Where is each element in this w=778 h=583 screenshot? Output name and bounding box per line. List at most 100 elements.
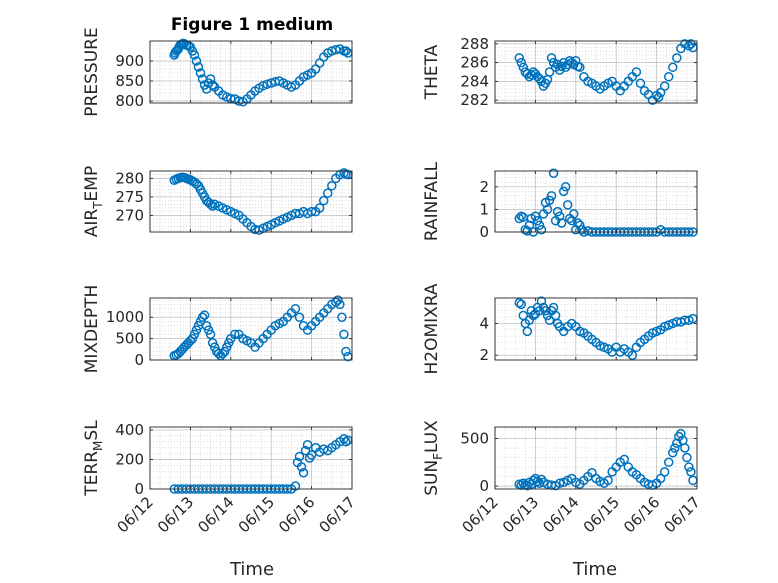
axes-box [494,297,698,361]
subplot-rainfall: 0 1 2 RAINFALL [422,161,698,241]
axes-box [494,426,698,490]
data-point [668,448,678,458]
y-tick-label: 200 [115,450,144,468]
x-tick-label: 06/12 [114,493,157,536]
data-point [532,215,543,226]
y-axis-label: MIXDEPTH [82,285,102,374]
x-tick-label: 06/12 [459,493,502,536]
data-point [534,220,545,230]
data-point [659,81,670,91]
y-tick-label: 0 [479,477,489,495]
data-point [290,303,301,314]
y-tick-label: 270 [115,206,144,224]
data-point [577,224,587,235]
data-point [544,67,555,77]
data-point [663,71,674,82]
y-tick-label: 500 [115,330,144,348]
axes-box [149,297,353,361]
y-tick-label: 284 [460,72,489,90]
y-tick-label: 400 [115,421,144,439]
y-tick-label: 850 [115,72,144,90]
x-tick-label: 06/16 [620,493,663,536]
x-tick-label: 06/15 [235,493,278,536]
data-point [327,181,337,191]
y-tick-label: 2 [479,178,489,196]
subplot-h2omixra: 2 4 H2OMIXRA [422,283,698,375]
axes-box [149,426,353,490]
data-point [571,55,581,66]
data-point [554,478,565,489]
y-tick-label: 288 [460,35,489,53]
data-point [522,326,533,337]
data-point [653,92,664,103]
x-tick-label: 06/15 [580,493,623,536]
data-point [341,346,351,357]
data-point [337,312,347,322]
data-point [514,53,524,63]
x-tick-label: 06/13 [499,493,542,536]
y-tick-label: 1000 [106,308,144,326]
data-point [318,195,329,206]
y-tick-label: 500 [460,429,489,447]
axes-box [149,40,353,104]
y-tick-label: 1 [479,200,489,218]
axes-box [494,170,698,233]
data-point [668,62,678,73]
y-tick-label: 2 [479,346,489,364]
y-axis-label: H2OMIXRA [422,283,442,374]
data-point [205,74,216,84]
data-point [296,462,307,472]
data-point [193,62,204,72]
y-axis-label: AIRTEMP [82,166,105,237]
data-point [314,203,325,213]
data-point [294,451,305,462]
data-point [207,80,218,90]
data-point [205,329,216,340]
data-point [676,428,686,439]
data-point [627,350,638,360]
series-markers [514,296,698,360]
x-tick-label: 06/13 [154,493,197,536]
data-point [302,439,313,450]
data-point [546,191,557,201]
data-point [655,87,666,98]
y-tick-label: 800 [115,92,144,110]
data-point [544,195,555,206]
data-point [536,296,547,306]
data-point [544,315,555,326]
data-point [684,462,694,472]
y-tick-label: 280 [115,169,144,187]
x-tick-label: 06/17 [661,493,704,536]
data-point [290,481,301,491]
y-tick-label: 900 [115,52,144,70]
data-point [323,188,333,198]
data-point [528,310,539,321]
data-point [189,50,200,60]
data-point [522,226,533,236]
data-point [659,467,670,477]
x-tick-label: 06/14 [539,493,582,536]
data-point [300,445,311,456]
data-point [335,299,345,310]
data-point [663,457,674,468]
data-point [298,468,309,478]
data-point [635,78,646,89]
data-point [341,46,351,56]
x-tick-label: 06/14 [194,493,237,536]
data-point [197,312,208,322]
data-point [562,200,573,210]
data-point [619,454,630,465]
data-point [552,206,563,217]
x-axis-label-right: Time [572,559,617,580]
data-point [680,443,690,453]
y-axis-label: SUNFLUX [422,420,445,496]
series-markers [169,168,353,235]
y-tick-label: 0 [134,480,144,498]
data-point [514,298,524,308]
data-point [191,56,202,66]
y-tick-label: 286 [460,54,489,72]
y-tick-label: 0 [134,351,144,369]
